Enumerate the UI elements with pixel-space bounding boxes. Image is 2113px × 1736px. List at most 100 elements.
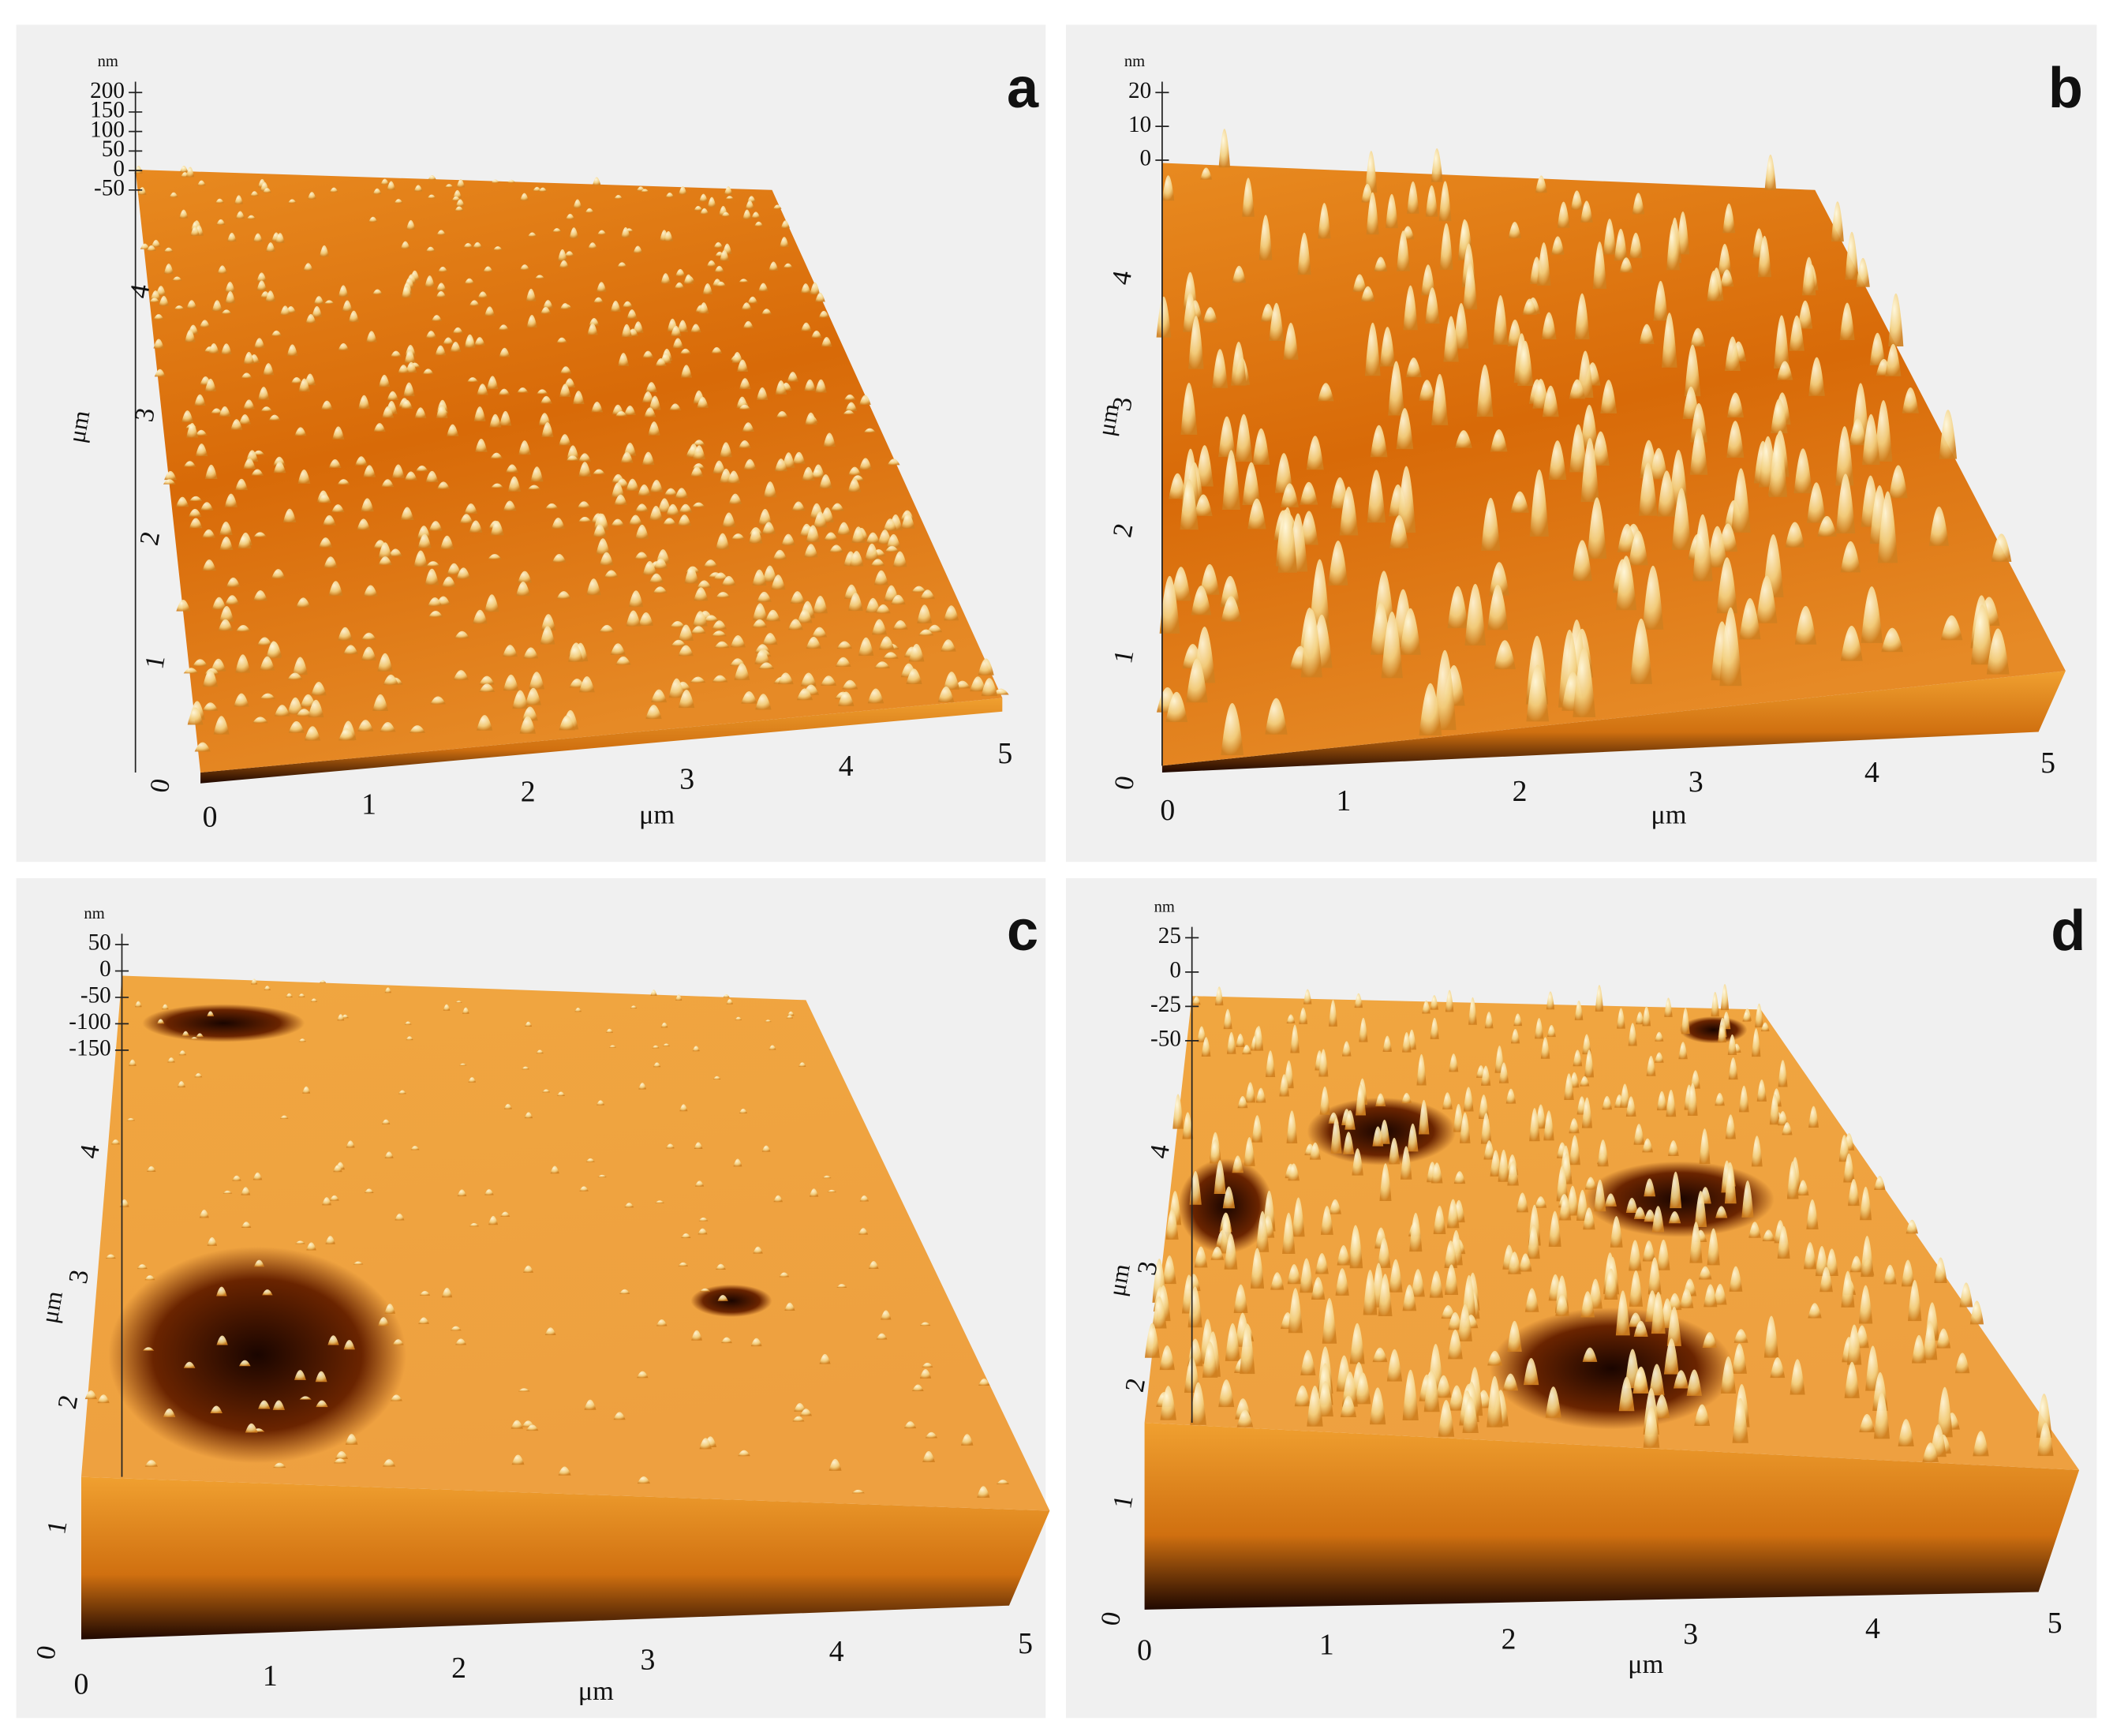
- surface-peak: [1339, 486, 1359, 536]
- surface-peak: [245, 1423, 258, 1433]
- surface-peak: [1681, 1008, 1690, 1034]
- surface-peak: [258, 387, 270, 400]
- surface-peak: [1194, 1246, 1208, 1268]
- surface-peak: [1283, 322, 1299, 360]
- surface-peak: [1689, 1222, 1703, 1263]
- surface-peak: [559, 383, 571, 397]
- surface-side: [1144, 1422, 2080, 1610]
- surface-peak: [151, 239, 161, 247]
- surface-peak: [781, 533, 795, 546]
- surface-peak: [252, 716, 268, 724]
- surface-peak: [1483, 1140, 1495, 1160]
- surface-peak: [223, 1190, 233, 1194]
- y-tick-label: 1: [139, 653, 170, 672]
- surface-peak: [1541, 312, 1557, 340]
- surface-peak: [1445, 990, 1454, 1012]
- surface-peak: [332, 426, 345, 440]
- surface-peak: [537, 389, 548, 395]
- z-unit: nm: [98, 53, 118, 70]
- surface-peak: [1757, 235, 1771, 278]
- surface-peak: [450, 342, 462, 352]
- surface-peak: [1678, 1042, 1688, 1060]
- surface-peak: [1614, 228, 1628, 261]
- surface-peak: [298, 378, 310, 392]
- surface-peak: [436, 230, 446, 235]
- surface-peak: [883, 652, 899, 659]
- surface-peak: [137, 187, 147, 195]
- surface-peak: [626, 309, 638, 319]
- surface-peak: [1309, 559, 1330, 633]
- surface-peak: [474, 337, 485, 346]
- surface-peak: [1763, 1315, 1779, 1358]
- surface-peak: [426, 561, 440, 567]
- surface-peak: [207, 1237, 218, 1246]
- x-tick-label: 4: [1864, 756, 1879, 789]
- surface-peak: [1221, 596, 1242, 622]
- x-tick-label: 5: [1018, 1627, 1033, 1660]
- surface-peak: [372, 694, 389, 711]
- surface-peak: [648, 421, 660, 436]
- surface-peak: [1569, 1118, 1580, 1134]
- surface-peak: [1636, 1012, 1644, 1025]
- surface-peak: [1971, 604, 1994, 665]
- surface-peak: [802, 466, 815, 481]
- surface-peak: [829, 544, 843, 552]
- surface-peak: [1808, 357, 1825, 396]
- surface-peak: [597, 1100, 605, 1106]
- surface-peak: [540, 614, 556, 631]
- surface-peak: [1687, 1083, 1698, 1116]
- surface-peak: [635, 524, 649, 539]
- surface-peak: [724, 186, 733, 195]
- surface-peak: [633, 321, 644, 333]
- surface-peak: [1841, 1270, 1855, 1308]
- surface-peak: [1416, 1053, 1427, 1086]
- surface-peak: [455, 199, 465, 207]
- surface-peak: [664, 488, 678, 496]
- surface-peak: [1247, 498, 1266, 529]
- surface-peak: [1245, 1082, 1256, 1103]
- surface-peak: [593, 469, 605, 475]
- surface-peak: [1306, 436, 1324, 470]
- surface-peak: [287, 672, 303, 680]
- surface-peak: [1642, 565, 1664, 630]
- surface-peak: [237, 534, 252, 548]
- surface-peak: [381, 1119, 391, 1124]
- z-unit: nm: [1154, 898, 1175, 915]
- surface-peak: [338, 342, 350, 350]
- surface-peak: [189, 496, 203, 502]
- surface-peak: [383, 674, 399, 686]
- surface-peak: [252, 450, 265, 455]
- surface-peak: [441, 576, 456, 587]
- surface-peak: [919, 1322, 931, 1326]
- surface-peak: [858, 458, 872, 470]
- surface-peak: [1551, 236, 1565, 255]
- surface-peak: [1546, 1024, 1556, 1038]
- surface-peak: [491, 483, 504, 488]
- surface-peak: [1517, 340, 1534, 386]
- surface-peak: [739, 378, 751, 390]
- surface-peak: [780, 237, 789, 248]
- surface-peak: [406, 1036, 413, 1041]
- z-tick-label: 0: [1140, 146, 1152, 171]
- surface-peak: [906, 668, 922, 685]
- surface-peak: [757, 591, 772, 602]
- surface-peak: [1337, 1244, 1351, 1266]
- surface-peak: [467, 377, 479, 383]
- surface-peak: [1160, 1386, 1176, 1420]
- surface-peak: [697, 396, 709, 408]
- surface-peak: [707, 196, 716, 208]
- surface-peak: [1885, 343, 1902, 376]
- surface-peak: [1928, 506, 1949, 546]
- surface-peak: [523, 1265, 533, 1273]
- surface-peak: [445, 184, 454, 188]
- surface-peak: [806, 636, 821, 649]
- x-tick-label: 0: [74, 1667, 89, 1700]
- surface-peak: [1300, 1349, 1316, 1376]
- surface-peak: [871, 619, 888, 635]
- surface-peak: [464, 503, 478, 514]
- surface-peak: [1281, 483, 1299, 507]
- surface-peak: [527, 485, 541, 490]
- surface-peak: [656, 1319, 668, 1326]
- surface-peak: [1902, 387, 1919, 413]
- surface-peak: [384, 987, 391, 993]
